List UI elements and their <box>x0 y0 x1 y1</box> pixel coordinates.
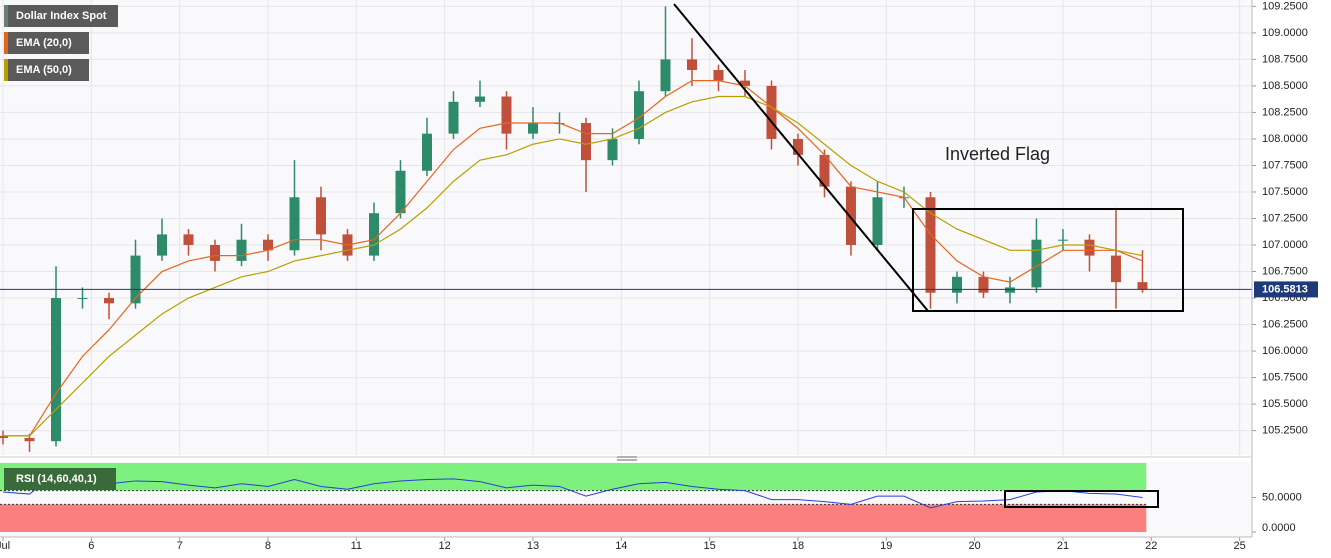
candle-body <box>130 255 141 304</box>
candle-body <box>951 276 962 293</box>
candle-body <box>183 234 194 245</box>
candle-body <box>368 213 379 256</box>
y-tick-label: 108.2500 <box>1262 106 1308 118</box>
candle-body <box>739 80 750 86</box>
candle-body <box>819 154 830 187</box>
candle-body <box>792 138 803 155</box>
legend-label: EMA (50,0) <box>16 64 72 76</box>
y-tick-label: 107.2500 <box>1262 212 1308 224</box>
x-tick-label: 25 <box>1234 540 1246 552</box>
y-tick-label: 105.5000 <box>1262 398 1308 410</box>
y-tick-label: 105.7500 <box>1262 371 1308 383</box>
x-tick-label: 13 <box>527 540 539 552</box>
candle-body <box>156 234 167 256</box>
last-price-label: 106.5813 <box>1262 283 1308 295</box>
y-tick-label: 0.0000 <box>1262 522 1296 534</box>
last-price-box <box>1254 281 1318 298</box>
x-tick-label: 7 <box>177 540 183 552</box>
candle-body <box>845 186 856 245</box>
annotation: Inverted Flag <box>945 144 1050 164</box>
y-tick-label: 109.2500 <box>1262 0 1308 12</box>
candle-body <box>925 197 936 293</box>
candle-body <box>1057 239 1068 241</box>
ema-line <box>3 80 1143 437</box>
candle-body <box>262 239 273 251</box>
candle-body <box>395 170 406 214</box>
legend-label: EMA (20,0) <box>16 37 72 49</box>
rsi-upper-zone <box>0 463 1147 491</box>
rsi-title: RSI (14,60,40,1) <box>16 473 97 485</box>
candle-body <box>1031 239 1042 288</box>
legend-label: Dollar Index Spot <box>16 10 107 22</box>
x-tick-label: 21 <box>1057 540 1069 552</box>
x-tick-label: 6 <box>88 540 94 552</box>
candle-body <box>209 245 220 261</box>
ema-line <box>3 95 1143 437</box>
candle-body <box>51 298 62 442</box>
y-tick-label: 50.0000 <box>1262 491 1302 503</box>
rsi-line <box>2 472 1143 509</box>
y-tick-label: 106.7500 <box>1262 265 1308 277</box>
x-tick-label: 14 <box>615 540 627 552</box>
candle-body <box>474 96 485 102</box>
candle-body <box>660 59 671 92</box>
candle-body <box>713 70 724 81</box>
y-tick-label: 108.7500 <box>1262 53 1308 65</box>
y-tick-label: 106.2500 <box>1262 318 1308 330</box>
legend-swatch <box>4 32 8 54</box>
candle-body <box>421 133 432 171</box>
candle-body <box>766 85 777 139</box>
x-tick-label: 22 <box>1145 540 1157 552</box>
candle-body <box>872 197 883 245</box>
y-tick-label: 107.5000 <box>1262 186 1308 198</box>
y-tick-label: 107.7500 <box>1262 159 1308 171</box>
y-tick-label: 108.5000 <box>1262 80 1308 92</box>
legend-box <box>4 32 89 54</box>
rsi-title-box <box>4 468 116 490</box>
x-tick-label: 20 <box>969 540 981 552</box>
candle-body <box>289 197 300 251</box>
price-pane <box>0 0 1252 455</box>
x-tick-label: 12 <box>439 540 451 552</box>
rsi-lower-zone <box>0 504 1147 532</box>
candle-body <box>527 123 538 134</box>
candle-body <box>501 96 512 134</box>
x-tick-label: 15 <box>704 540 716 552</box>
x-tick-label: 8 <box>265 540 271 552</box>
candle-body <box>1084 239 1095 256</box>
candle-body <box>1137 282 1148 290</box>
y-tick-label: 107.0000 <box>1262 239 1308 251</box>
x-tick-label: 18 <box>792 540 804 552</box>
candle-body <box>24 438 35 442</box>
x-tick-label: 19 <box>880 540 892 552</box>
x-tick-label: 11 <box>351 540 362 552</box>
y-tick-label: 108.0000 <box>1262 133 1308 145</box>
candle-body <box>236 239 247 261</box>
legend-swatch <box>4 59 8 81</box>
y-tick-label: 106.0000 <box>1262 345 1308 357</box>
candle-body <box>633 91 644 139</box>
candle-body <box>448 101 459 134</box>
candle-body <box>978 276 989 293</box>
x-tick-label: Jul <box>0 540 10 552</box>
legend-box <box>4 59 89 81</box>
legend-box <box>4 5 118 27</box>
candle-body <box>315 197 326 235</box>
rsi-box <box>1004 490 1159 508</box>
candle-body <box>1004 287 1015 293</box>
y-tick-label: 105.2500 <box>1262 425 1308 437</box>
y-tick-label: 109.0000 <box>1262 27 1308 39</box>
legend-swatch <box>4 5 8 27</box>
flag-box <box>912 208 1184 312</box>
trend-line <box>673 3 929 312</box>
candle-body <box>580 123 591 161</box>
candle-body <box>686 59 697 70</box>
candle-body <box>0 435 9 439</box>
candle-body <box>104 298 115 304</box>
candle-body <box>77 298 88 300</box>
candle-body <box>607 138 618 161</box>
candle-body <box>1110 255 1121 283</box>
